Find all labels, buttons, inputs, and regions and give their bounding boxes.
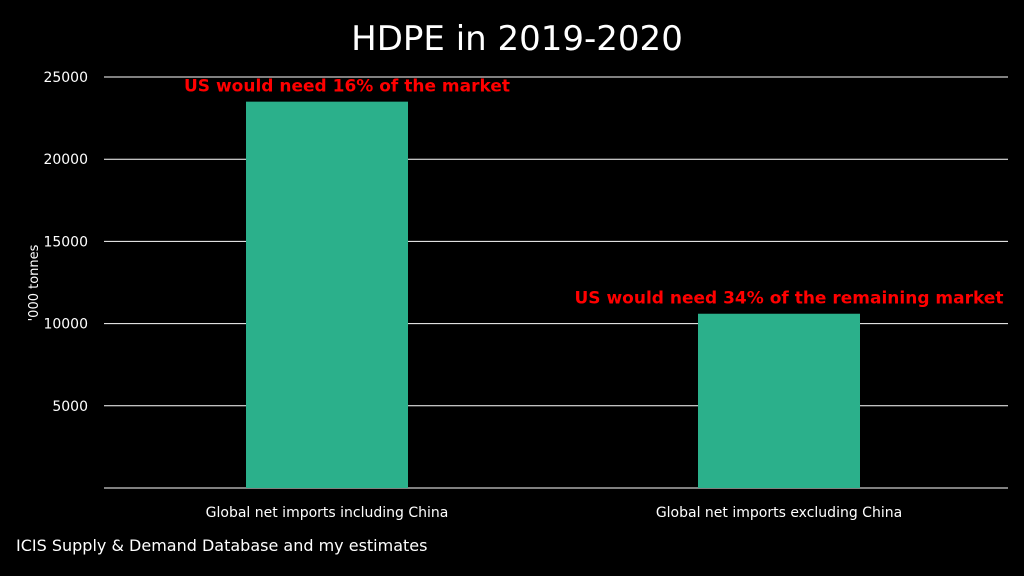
y-tick-label-10000: 10000 <box>43 317 88 333</box>
bar-1 <box>246 101 408 488</box>
annotation-2: US would need 34% of the remaining marke… <box>574 289 1003 309</box>
y-tick-label-20000: 20000 <box>43 152 88 168</box>
y-tick-labels: 5000 10000 15000 20000 25000 <box>43 70 88 415</box>
x-category-label-2: Global net imports excluding China <box>656 505 902 521</box>
annotation-1: US would need 16% of the market <box>184 77 510 97</box>
y-tick-label-15000: 15000 <box>43 234 88 250</box>
chart-title: HDPE in 2019-2020 <box>351 19 683 59</box>
x-category-labels: Global net imports including China Global… <box>206 505 903 521</box>
source-note: ICIS Supply & Demand Database and my est… <box>16 536 427 555</box>
bars <box>246 101 860 488</box>
x-category-label-1: Global net imports including China <box>206 505 449 521</box>
annotations: US would need 16% of the market US would … <box>184 77 1004 309</box>
y-tick-label-5000: 5000 <box>52 399 88 415</box>
y-axis-label: '000 tonnes <box>27 244 42 321</box>
y-tick-label-25000: 25000 <box>43 70 88 86</box>
bar-2 <box>698 313 860 488</box>
